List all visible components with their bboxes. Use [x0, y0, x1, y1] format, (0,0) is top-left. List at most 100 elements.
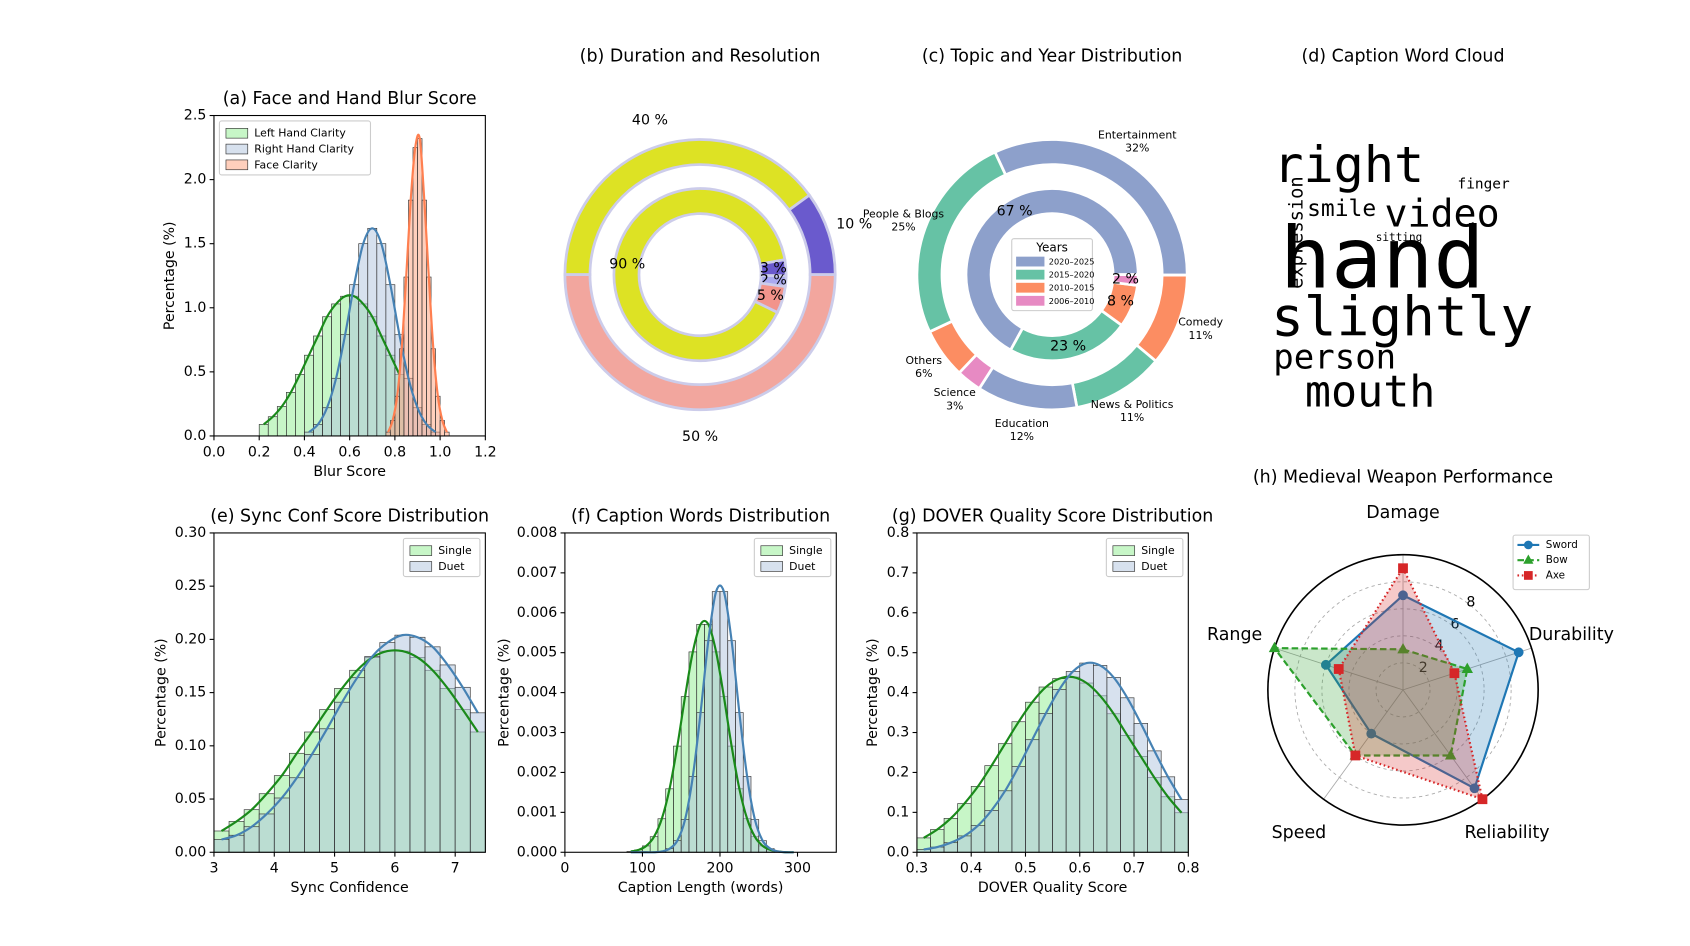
- donut-slice: [563, 273, 837, 412]
- y-tick-label: 0.005: [517, 645, 558, 661]
- y-tick-label: 0.5: [887, 645, 910, 661]
- slice-label: Comedy: [1178, 316, 1223, 329]
- marker: [1523, 540, 1533, 550]
- y-tick-label: 0.25: [175, 578, 207, 594]
- marker: [1513, 647, 1524, 658]
- r-tick-label: 4: [1435, 638, 1444, 654]
- x-axis-label: Sync Confidence: [291, 880, 409, 896]
- marker: [1477, 794, 1488, 805]
- legend-swatch: [409, 545, 433, 556]
- slice-value-label: 11%: [1189, 329, 1213, 342]
- slice-value-label: 3%: [946, 399, 963, 412]
- x-tick-label: 0.4: [293, 444, 316, 460]
- y-tick-label: 0.004: [517, 685, 558, 701]
- histogram-bar: [1079, 662, 1094, 853]
- histogram-bar: [295, 374, 305, 437]
- chart-title: (f) Caption Words Distribution: [571, 507, 830, 527]
- y-tick-label: 1.0: [184, 300, 207, 316]
- x-tick-label: 3: [209, 861, 218, 877]
- histogram-bar: [304, 431, 314, 437]
- histogram-bar: [1065, 671, 1081, 853]
- cloud-word: hand: [1280, 210, 1485, 309]
- category-label: Speed: [1272, 823, 1327, 843]
- histogram-bar: [711, 591, 721, 853]
- donut-slice: [964, 187, 1140, 352]
- x-tick-label: 6: [390, 861, 399, 877]
- marker: [1398, 590, 1408, 601]
- histogram-bar: [1133, 723, 1148, 853]
- x-tick-label: 0.4: [960, 861, 983, 877]
- legend-swatch: [225, 128, 249, 139]
- r-tick-label: 6: [1451, 616, 1460, 632]
- x-tick-label: 5: [330, 861, 339, 877]
- histogram-bar: [258, 424, 269, 437]
- histogram-bar: [213, 839, 230, 853]
- histogram-bar: [1052, 689, 1067, 853]
- legend-swatch: [1112, 545, 1136, 556]
- legend-label: 2010–2015: [1049, 283, 1095, 293]
- x-tick-label: 0.3: [906, 861, 929, 877]
- histogram-bar: [417, 138, 423, 437]
- y-tick-label: 0.000: [517, 844, 558, 860]
- slice-value-label: 10 %: [836, 217, 872, 233]
- r-tick-label: 8: [1466, 594, 1475, 610]
- slice-value-label: 11%: [1120, 411, 1144, 424]
- legend-swatch: [1112, 561, 1136, 572]
- cloud-word: smile: [1307, 196, 1376, 222]
- chart-title: (d) Caption Word Cloud: [1301, 47, 1504, 67]
- x-axis-label: DOVER Quality Score: [978, 880, 1128, 896]
- histogram-bar: [304, 354, 314, 437]
- slice-label: People & Blogs: [863, 208, 945, 221]
- y-tick-label: 0.6: [887, 605, 910, 621]
- legend-label: Duet: [438, 560, 464, 573]
- histogram-bar: [1147, 750, 1162, 853]
- histogram-bar: [322, 407, 332, 437]
- cloud-word: slightly: [1271, 286, 1533, 349]
- slice-label: Others: [906, 354, 943, 367]
- chart-title: (g) DOVER Quality Score Distribution: [892, 507, 1213, 527]
- y-tick-label: 0.5: [184, 364, 207, 380]
- legend-box: [218, 120, 372, 176]
- radar-area: [1272, 647, 1469, 757]
- density-curve: [308, 227, 437, 433]
- cloud-word: video: [1384, 192, 1499, 237]
- marker: [1366, 728, 1377, 739]
- slice-value-label: 12%: [1010, 430, 1034, 443]
- x-tick-label: 0: [560, 861, 569, 877]
- x-tick-label: 0.6: [1068, 861, 1091, 877]
- x-tick-label: 0.0: [203, 444, 226, 460]
- marker: [1333, 664, 1344, 674]
- x-axis-label: Blur Score: [313, 464, 386, 480]
- histogram-bar: [1092, 665, 1108, 853]
- y-tick-label: 0.008: [517, 525, 558, 541]
- y-tick-label: 0.1: [887, 804, 910, 820]
- histogram-bar: [469, 712, 486, 853]
- y-axis-label: Percentage (%): [496, 638, 512, 747]
- legend-swatch: [1016, 282, 1045, 293]
- histogram-bar: [1106, 677, 1121, 853]
- density-curve: [630, 619, 794, 854]
- chart-title: (a) Face and Hand Blur Score: [223, 89, 477, 109]
- histogram-bar: [289, 777, 305, 853]
- histogram-bar: [385, 431, 391, 437]
- cloud-word: person: [1273, 337, 1396, 377]
- slice-value-label: 23 %: [1050, 338, 1086, 354]
- chart-title: (c) Topic and Year Distribution: [922, 47, 1182, 67]
- y-tick-label: 0.00: [175, 844, 207, 860]
- y-tick-label: 0.10: [175, 738, 207, 754]
- legend-swatch: [225, 143, 249, 155]
- histogram-bar: [319, 728, 335, 853]
- slice-value-label: 6%: [915, 367, 932, 380]
- donut-slice: [787, 193, 837, 277]
- y-tick-label: 0.006: [517, 605, 558, 621]
- slice-value-label: 32%: [1125, 141, 1149, 154]
- density-curve: [220, 649, 479, 832]
- y-tick-label: 0.30: [175, 525, 207, 541]
- y-tick-label: 0.0: [887, 844, 910, 860]
- density-curve: [263, 294, 401, 426]
- histogram-bar: [412, 147, 418, 437]
- donut-slice: [612, 187, 787, 363]
- density-curve: [923, 675, 1183, 839]
- chart-title: (e) Sync Conf Score Distribution: [210, 507, 489, 527]
- radar-area: [1337, 566, 1484, 801]
